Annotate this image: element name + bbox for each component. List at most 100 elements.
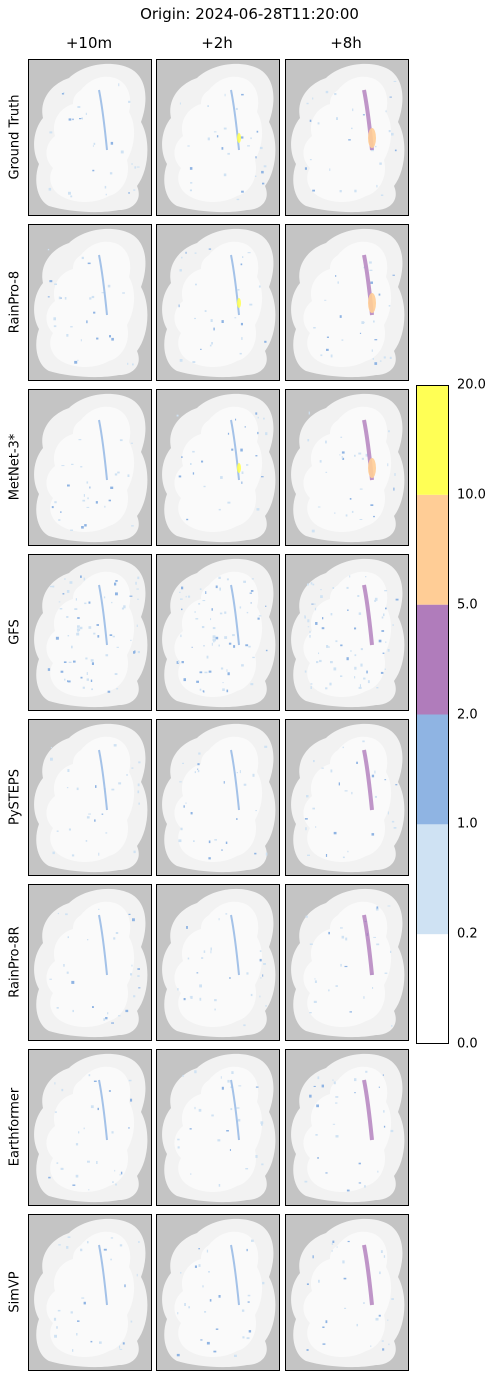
precip-cell <box>325 90 329 94</box>
precip-cell <box>265 649 268 652</box>
precip-cell <box>247 145 250 147</box>
precip-cell <box>239 606 242 609</box>
precip-cell <box>103 596 106 599</box>
precip-cell <box>198 752 201 755</box>
precip-cell <box>311 529 315 533</box>
precip-cell <box>340 644 343 647</box>
precip-cell <box>315 826 317 828</box>
precip-cell <box>60 297 62 299</box>
precip-cell <box>53 317 56 321</box>
precip-cell <box>310 686 312 689</box>
precip-cell <box>85 840 88 842</box>
precip-cell <box>222 688 225 691</box>
precip-cell <box>304 1180 308 1183</box>
precip-cell <box>85 112 87 115</box>
precip-cell <box>250 683 254 686</box>
panel-gfs-1 <box>156 554 280 711</box>
precip-cell <box>234 317 237 319</box>
precip-cell <box>257 416 259 419</box>
precip-cell <box>246 1337 250 1340</box>
precip-cell <box>387 1319 389 1321</box>
precip-cell <box>344 965 348 968</box>
precip-cell <box>70 529 73 531</box>
precip-cell <box>91 662 94 665</box>
precip-cell <box>254 175 257 177</box>
precip-cell <box>54 1082 56 1085</box>
precip-cell <box>240 136 244 139</box>
precip-cell <box>199 671 203 674</box>
precip-cell <box>347 1240 350 1243</box>
precip-cell <box>208 670 212 673</box>
precip-cell <box>264 340 267 343</box>
precip-cell <box>88 1074 91 1077</box>
precip-cell <box>226 578 229 581</box>
precip-cell <box>381 630 385 632</box>
precip-cell <box>72 118 74 121</box>
precip-cell <box>137 783 140 787</box>
precip-cell <box>138 987 141 989</box>
land-area <box>46 1231 135 1357</box>
precip-cell <box>75 1174 79 1178</box>
precip-cell <box>104 505 106 508</box>
precip-cell <box>176 414 179 417</box>
precip-cell <box>346 1189 350 1192</box>
precip-cell <box>192 361 196 363</box>
precip-cell <box>250 602 252 604</box>
precip-cell <box>64 678 66 681</box>
precip-cell <box>85 657 88 660</box>
precip-cell <box>385 110 387 113</box>
precip-cell <box>110 486 114 489</box>
precip-cell <box>138 1241 140 1243</box>
precip-cell <box>80 466 83 468</box>
precip-cell <box>361 457 364 460</box>
intense-rain-core <box>368 458 376 478</box>
precip-cell <box>257 617 260 620</box>
precip-cell <box>325 471 328 473</box>
precip-cell <box>341 456 343 459</box>
precip-cell <box>134 650 136 653</box>
precip-cell <box>346 586 349 589</box>
precip-cell <box>328 931 330 935</box>
precip-cell <box>58 519 61 521</box>
land-area <box>303 736 392 862</box>
precip-cell <box>223 127 227 130</box>
precip-cell <box>207 105 209 107</box>
precip-cell <box>83 1301 86 1305</box>
precip-cell <box>68 828 71 831</box>
precip-cell <box>265 432 268 436</box>
precip-cell <box>378 1314 381 1317</box>
row-label-metnet-3: MetNet-3* <box>7 433 23 501</box>
precip-cell <box>256 130 259 133</box>
precip-cell <box>76 632 80 636</box>
precip-cell <box>128 1127 130 1129</box>
precip-cell <box>380 194 384 196</box>
precip-cell <box>137 790 140 794</box>
precip-cell <box>362 321 365 324</box>
precip-cell <box>312 97 314 100</box>
precip-cell <box>241 664 244 667</box>
precip-cell <box>111 788 115 791</box>
precip-cell <box>239 770 241 774</box>
precip-cell <box>310 582 313 585</box>
precip-cell <box>57 1309 61 1312</box>
precip-cell <box>234 1354 237 1357</box>
precip-cell <box>371 349 373 352</box>
precip-cell <box>128 100 131 103</box>
precip-cell <box>326 348 329 351</box>
precip-cell <box>185 251 187 254</box>
precip-cell <box>225 913 228 915</box>
precip-cell <box>351 510 354 513</box>
precip-cell <box>213 131 217 133</box>
precip-cell <box>130 1098 133 1102</box>
precip-cell <box>109 172 113 175</box>
precip-cell <box>208 857 211 860</box>
precip-cell <box>86 678 89 681</box>
precip-cell <box>75 598 77 601</box>
precip-cell <box>387 463 389 467</box>
precip-cell <box>82 499 86 502</box>
precip-cell <box>137 651 140 654</box>
precip-cell <box>220 476 223 479</box>
panel-metnet-3--1 <box>156 389 280 546</box>
precip-cell <box>96 337 99 340</box>
precip-cell <box>369 269 373 271</box>
